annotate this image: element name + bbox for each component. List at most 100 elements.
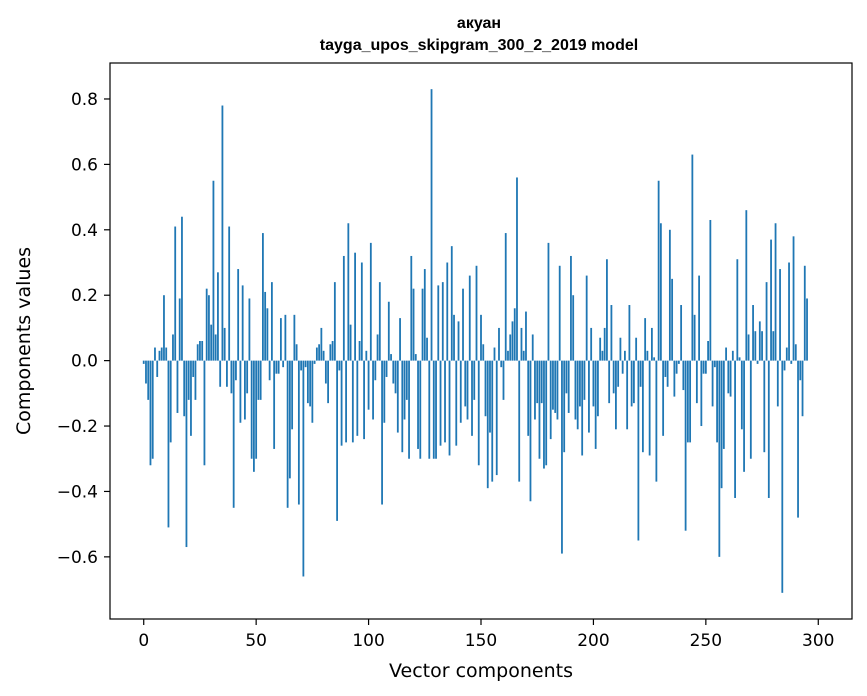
bar <box>590 327 593 361</box>
bar <box>659 223 662 361</box>
bar <box>181 216 183 361</box>
x-tick-label: 300 <box>802 631 834 651</box>
bar <box>621 360 624 374</box>
bar <box>608 360 611 404</box>
bar <box>363 360 365 440</box>
bar <box>448 360 451 456</box>
bar <box>187 360 190 400</box>
bar <box>545 360 548 466</box>
bar <box>633 360 635 404</box>
bar <box>160 347 163 361</box>
bar <box>574 360 577 420</box>
bar <box>565 360 568 394</box>
bar <box>734 360 736 498</box>
bar <box>682 360 685 391</box>
bar <box>163 295 165 361</box>
bar <box>477 360 480 466</box>
bar <box>677 360 680 364</box>
bar <box>615 360 617 430</box>
bar <box>468 275 471 361</box>
x-tick-label: 0 <box>138 631 149 651</box>
bar <box>221 105 224 361</box>
bar <box>718 360 721 557</box>
bar <box>183 360 186 417</box>
bar <box>493 347 496 361</box>
bar <box>709 219 712 361</box>
bar <box>529 360 532 502</box>
bar <box>594 360 597 449</box>
bar <box>210 324 213 361</box>
x-axis: 0 50 100 150 200 250 300 <box>138 619 834 651</box>
bar <box>199 341 201 361</box>
bar <box>387 301 390 361</box>
bar <box>720 360 723 489</box>
bar <box>288 360 291 479</box>
bar <box>419 360 422 459</box>
bar <box>767 360 770 498</box>
bar <box>727 360 730 394</box>
bar <box>689 360 692 443</box>
bar <box>761 331 763 361</box>
bar <box>527 360 530 436</box>
bar <box>716 360 718 443</box>
bar <box>610 305 613 361</box>
bar <box>232 360 235 508</box>
bar <box>304 360 307 368</box>
bar <box>731 350 734 361</box>
bar <box>680 305 683 361</box>
bar <box>570 255 572 361</box>
bar <box>662 360 665 436</box>
bar <box>799 360 802 381</box>
bar <box>293 314 296 361</box>
x-tick-label: 150 <box>465 631 497 651</box>
bar <box>277 360 280 374</box>
bar <box>300 360 303 371</box>
bar <box>369 242 372 361</box>
bar <box>279 318 282 361</box>
bar <box>417 360 419 449</box>
bar <box>601 350 604 361</box>
bar <box>765 282 768 361</box>
bar <box>394 360 397 394</box>
bar <box>257 360 260 400</box>
bar <box>639 360 642 387</box>
bar <box>606 259 608 361</box>
bar <box>657 180 660 361</box>
bar <box>749 360 752 459</box>
bar <box>194 360 197 400</box>
y-tick-label: −0.4 <box>57 482 98 502</box>
bar <box>495 360 498 476</box>
bar <box>351 360 354 443</box>
bar <box>725 347 727 361</box>
bar <box>635 337 638 361</box>
bar <box>588 360 590 433</box>
bar <box>770 239 772 361</box>
bar <box>655 360 658 482</box>
bar <box>237 269 240 361</box>
bar <box>142 360 145 364</box>
bar <box>561 360 563 554</box>
bar <box>547 242 550 361</box>
bar <box>747 334 750 361</box>
y-tick-label: 0.4 <box>71 221 98 241</box>
x-tick-label: 100 <box>352 631 384 651</box>
bar <box>538 360 541 459</box>
bar <box>390 354 392 361</box>
bar <box>792 236 795 361</box>
bar <box>309 360 312 407</box>
bar <box>412 288 415 361</box>
bar <box>522 350 525 361</box>
bar <box>455 360 458 446</box>
bar <box>540 360 543 404</box>
bar <box>729 360 732 397</box>
bar <box>324 360 327 384</box>
bar <box>484 360 487 417</box>
bar <box>785 347 788 361</box>
bar <box>801 360 804 417</box>
bar <box>585 275 588 361</box>
bar <box>174 226 177 361</box>
bar <box>383 360 386 423</box>
bar <box>702 360 705 374</box>
bar <box>444 360 446 443</box>
bar <box>776 360 779 407</box>
